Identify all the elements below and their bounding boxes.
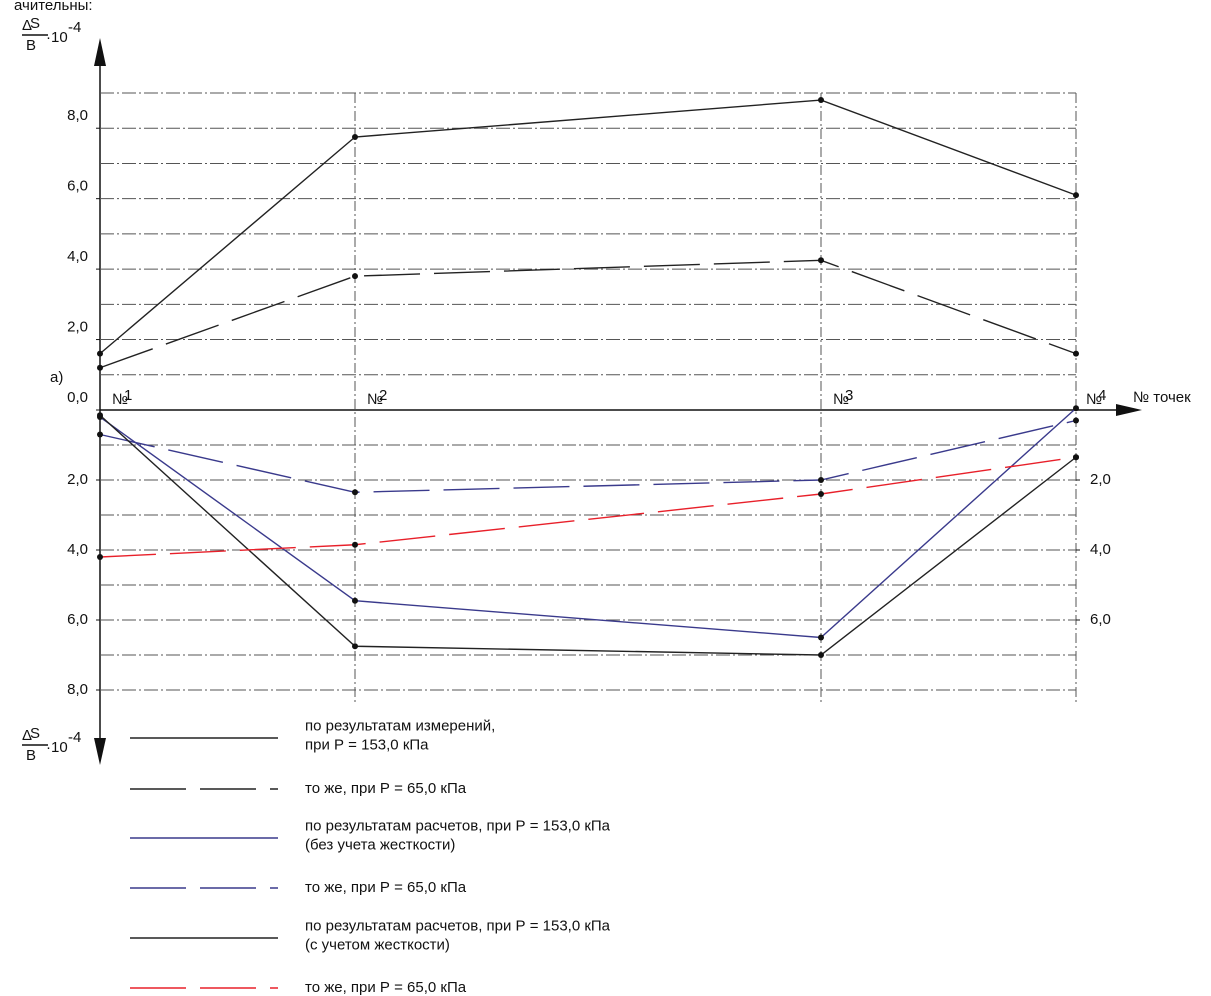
series-line bbox=[99, 419, 1077, 493]
x-axis-label: № точек bbox=[1133, 389, 1191, 406]
legend-label: по результатам расчетов, при Р = 153,0 к… bbox=[305, 917, 611, 953]
y-tick-label: 4,0 bbox=[67, 541, 88, 558]
y-label-exponent: -4 bbox=[68, 19, 81, 36]
y-label-numerator: S bbox=[30, 725, 40, 742]
legend-label: по результатам расчетов, при Р = 153,0 к… bbox=[305, 817, 611, 853]
series-line bbox=[99, 414, 1077, 656]
category-prefix: № bbox=[1086, 391, 1102, 408]
y-tick-label: 8,0 bbox=[67, 107, 88, 124]
data-point bbox=[1073, 350, 1079, 357]
y-label-delta: Δ bbox=[22, 17, 32, 34]
data-point bbox=[352, 597, 358, 604]
legend-label: по результатам измерений, при Р = 153,0 к… bbox=[305, 717, 495, 753]
y-tick-label: 8,0 bbox=[67, 681, 88, 698]
y-tick-label: 6,0 bbox=[67, 611, 88, 628]
y-tick-label: 2,0 bbox=[67, 471, 88, 488]
data-point bbox=[352, 489, 358, 496]
data-point bbox=[1073, 405, 1079, 412]
data-point bbox=[818, 477, 824, 483]
legend-label: то же, при Р = 65,0 кПа bbox=[305, 979, 467, 996]
y2-tick-label: 4,0 bbox=[1090, 541, 1111, 558]
y-label-numerator: S bbox=[30, 15, 40, 32]
caption-fragment: ачительны: bbox=[14, 0, 93, 14]
data-point bbox=[97, 412, 103, 419]
y-axis-arrow bbox=[94, 738, 106, 765]
y-label-denominator: B bbox=[26, 37, 36, 54]
data-point bbox=[97, 431, 103, 438]
series-line bbox=[99, 456, 1077, 558]
y-tick-label: 6,0 bbox=[67, 178, 88, 195]
x-axis-arrow bbox=[1116, 404, 1142, 416]
data-point bbox=[818, 634, 824, 641]
x-tick-label: 1 bbox=[124, 387, 132, 404]
data-point bbox=[818, 491, 824, 497]
data-point bbox=[352, 643, 358, 650]
y-tick-label: 4,0 bbox=[67, 248, 88, 265]
x-tick-label: 3 bbox=[845, 387, 853, 404]
data-point bbox=[818, 257, 824, 264]
y-label-denominator: B bbox=[26, 747, 36, 764]
data-point bbox=[1073, 454, 1079, 461]
y-label-factor: ·10 bbox=[46, 29, 68, 46]
category-prefix: № bbox=[112, 391, 128, 408]
y-label-delta: Δ bbox=[22, 727, 32, 744]
y-tick-label: 0,0 bbox=[67, 389, 88, 406]
category-prefix: № bbox=[833, 391, 849, 408]
y-tick-label: 2,0 bbox=[67, 319, 88, 336]
series-line bbox=[99, 99, 1077, 355]
series-line bbox=[99, 407, 1077, 639]
y-axis-label: ΔSB ·10-4 bbox=[22, 725, 81, 764]
series-line bbox=[99, 259, 1077, 369]
data-point bbox=[352, 541, 358, 548]
x-tick-label: 4 bbox=[1098, 387, 1106, 404]
data-point bbox=[1073, 417, 1079, 424]
data-point bbox=[97, 364, 103, 371]
y2-tick-label: 2,0 bbox=[1090, 471, 1111, 488]
legend-label: то же, при Р = 65,0 кПа bbox=[305, 780, 467, 797]
data-point bbox=[1073, 192, 1079, 199]
data-point bbox=[97, 350, 103, 357]
y-axis-arrow bbox=[94, 38, 106, 66]
data-point bbox=[352, 134, 358, 141]
data-point bbox=[97, 554, 103, 560]
data-point bbox=[352, 273, 358, 280]
x-tick-label: 2 bbox=[379, 387, 387, 404]
data-point bbox=[818, 97, 824, 104]
data-point bbox=[818, 652, 824, 658]
y-label-factor: ·10 bbox=[46, 739, 68, 756]
y-label-exponent: -4 bbox=[68, 729, 81, 746]
y2-tick-label: 6,0 bbox=[1090, 611, 1111, 628]
legend-label: то же, при Р = 65,0 кПа bbox=[305, 879, 467, 896]
category-prefix: № bbox=[367, 391, 383, 408]
panel-label: а) bbox=[50, 369, 63, 386]
y-axis-label: ΔSB ·10-4 bbox=[22, 15, 81, 54]
